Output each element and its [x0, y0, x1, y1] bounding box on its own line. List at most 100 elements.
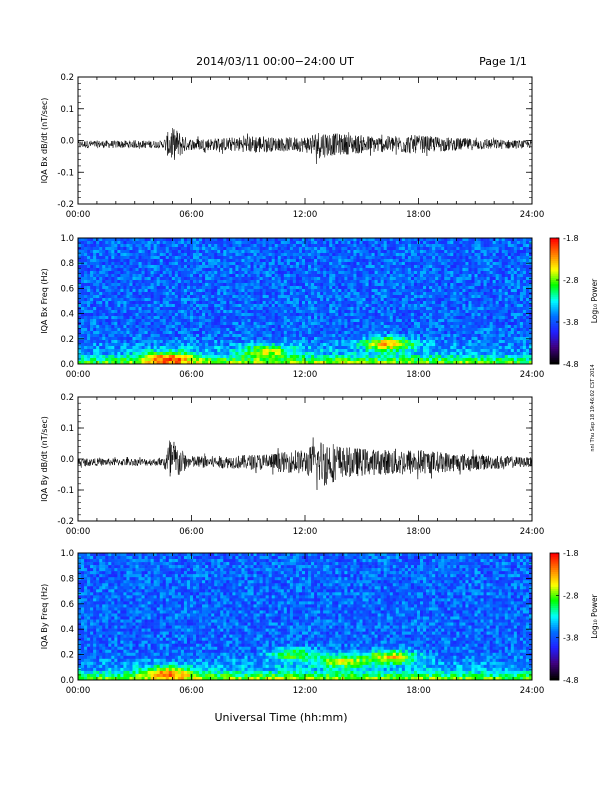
- spectrogram-cell: [138, 286, 142, 290]
- spectrogram-cell: [183, 283, 188, 287]
- spectrogram-cell: [214, 271, 218, 275]
- spectrogram-cell: [232, 250, 236, 254]
- spectrogram-cell: [395, 298, 400, 302]
- spectrogram-cell: [159, 310, 164, 314]
- spectrogram-cell: [383, 244, 388, 248]
- spectrogram-cell: [259, 247, 263, 251]
- spectrogram-cell: [235, 268, 239, 272]
- spectrogram-cell: [392, 271, 397, 275]
- spectrogram-cell: [253, 283, 257, 287]
- spectrogram-cell: [332, 301, 336, 305]
- spectrogram-cell: [359, 253, 363, 257]
- spectrogram-cell: [117, 247, 121, 251]
- spectrogram-cell: [453, 244, 457, 248]
- spectrogram-cell: [238, 253, 242, 257]
- spectrogram-cell: [407, 283, 412, 287]
- spectrogram-cell: [456, 265, 460, 269]
- spectrogram-cell: [262, 247, 266, 251]
- spectrogram-cell: [123, 280, 127, 284]
- spectrogram-cell: [489, 256, 493, 260]
- spectrogram-cell: [308, 280, 312, 284]
- spectrogram-cell: [495, 331, 500, 335]
- spectrogram-cell: [429, 322, 433, 326]
- spectrogram-cell: [208, 238, 212, 242]
- spectrogram-cell: [87, 247, 91, 251]
- spectrogram-cell: [426, 259, 430, 263]
- spectrogram-cell: [150, 328, 154, 332]
- spectrogram-cell: [120, 277, 124, 281]
- spectrogram-cell: [186, 286, 191, 290]
- spectrogram-cell: [426, 277, 430, 281]
- spectrogram-cell: [398, 322, 403, 326]
- spectrogram-cell: [465, 286, 469, 290]
- spectrogram-cell: [138, 310, 142, 314]
- spectrogram-cell: [416, 262, 421, 266]
- spectrogram-cell: [78, 313, 82, 317]
- spectrogram-cell: [226, 268, 230, 272]
- spectrogram-cell: [489, 298, 493, 302]
- spectrogram-cell: [229, 262, 233, 266]
- spectrogram-cell: [196, 247, 200, 251]
- spectrogram-cell: [311, 301, 315, 305]
- spectrogram-cell: [126, 325, 130, 329]
- spectrogram-cell: [456, 316, 460, 320]
- spectrogram-cell: [196, 316, 200, 320]
- spectrogram-cell: [186, 265, 191, 269]
- spectrogram-cell: [177, 271, 182, 275]
- spectrogram-cell: [123, 331, 127, 335]
- spectrogram-cell: [350, 241, 354, 245]
- spectrogram-cell: [392, 250, 397, 254]
- spectrogram-cell: [208, 253, 212, 257]
- spectrogram-cell: [274, 319, 279, 323]
- spectrogram-cell: [347, 271, 351, 275]
- spectrogram-cell: [326, 250, 330, 254]
- spectrogram-cell: [374, 262, 378, 266]
- spectrogram-cell: [486, 256, 490, 260]
- spectrogram-cell: [289, 283, 294, 287]
- spectrogram-cell: [404, 304, 409, 308]
- spectrogram-cell: [492, 304, 496, 308]
- spectrogram-cell: [196, 298, 200, 302]
- spectrogram-cell: [489, 277, 493, 281]
- spectrogram-cell: [495, 304, 500, 308]
- spectrogram-cell: [262, 313, 266, 317]
- spectrogram-cell: [377, 256, 381, 260]
- spectrogram-cell: [283, 259, 288, 263]
- spectrogram-cell: [462, 247, 466, 251]
- spectrogram-cell: [250, 244, 254, 248]
- spectrogram-cell: [84, 331, 88, 335]
- spectrogram-cell: [423, 289, 427, 293]
- spectrogram-cell: [199, 268, 203, 272]
- spectrogram-cell: [165, 268, 170, 272]
- spectrogram-cell: [120, 298, 124, 302]
- spectrogram-cell: [377, 286, 381, 290]
- spectrogram-cell: [180, 244, 185, 248]
- spectrogram-cell: [238, 250, 242, 254]
- spectrogram-cell: [81, 301, 85, 305]
- spectrogram-cell: [510, 241, 515, 245]
- spectrogram-cell: [189, 280, 194, 284]
- spectrogram-cell: [211, 319, 215, 323]
- spectrogram-cell: [256, 310, 260, 314]
- spectrogram-cell: [311, 238, 315, 242]
- spectrogram-cell: [453, 274, 457, 278]
- spectrogram-cell: [238, 319, 242, 323]
- spectrogram-cell: [153, 292, 157, 296]
- spectrogram-cell: [193, 253, 197, 257]
- spectrogram-cell: [271, 298, 276, 302]
- spectrogram-cell: [332, 298, 336, 302]
- spectrogram-cell: [271, 247, 276, 251]
- spectrogram-cell: [468, 328, 472, 332]
- spectrogram-cell: [211, 253, 215, 257]
- spectrogram-cell: [362, 304, 366, 308]
- spectrogram-cell: [392, 241, 397, 245]
- spectrogram-cell: [513, 307, 518, 311]
- spectrogram-cell: [468, 241, 472, 245]
- spectrogram-cell: [389, 244, 394, 248]
- spectrogram-cell: [226, 325, 230, 329]
- spectrogram-cell: [356, 301, 360, 305]
- spectrogram-cell: [226, 328, 230, 332]
- spectrogram-cell: [247, 265, 251, 269]
- spectrogram-cell: [189, 313, 194, 317]
